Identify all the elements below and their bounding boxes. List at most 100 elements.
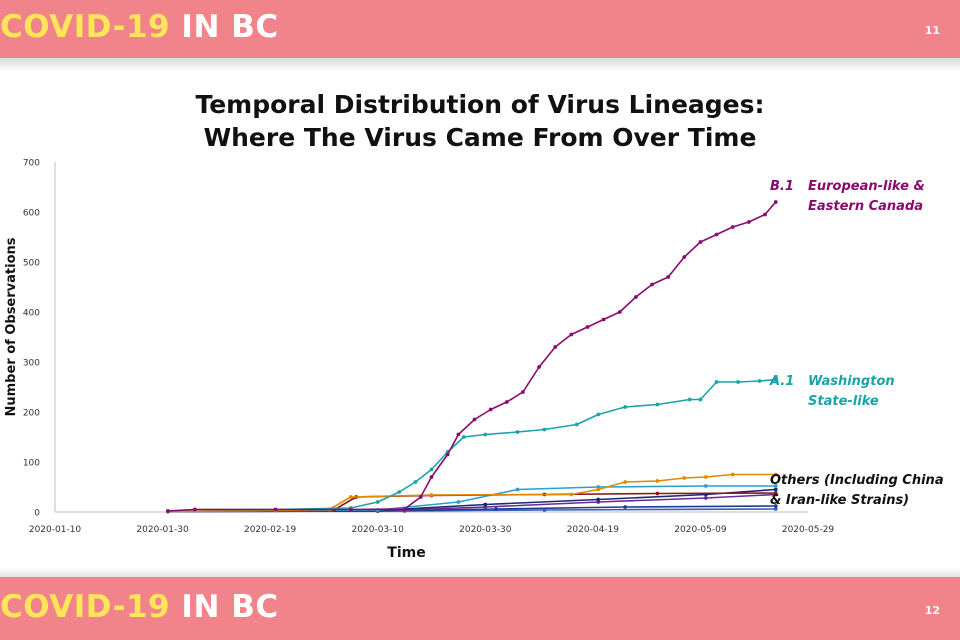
page-number: 11	[924, 24, 940, 37]
data-point-a1	[736, 380, 740, 384]
footer-band: COVID-19 IN BC 12	[0, 577, 960, 640]
data-point-b1	[166, 509, 170, 513]
data-point-others_lightblue	[703, 484, 708, 488]
data-point-a1	[655, 402, 660, 407]
data-point-b1	[585, 325, 590, 329]
chart-axes: 0 100 200 300 400 500 600 700 2020-01-10 2020-01-…	[4, 159, 834, 562]
data-point-b1	[569, 332, 574, 337]
data-point-others_navy	[596, 497, 601, 502]
data-point-b1	[429, 475, 434, 479]
x-tick-label: 2020-05-29	[782, 525, 835, 535]
data-point-others_orange	[682, 476, 687, 480]
data-point-others_orange	[623, 480, 628, 484]
annotation-tag: B.1	[770, 179, 794, 194]
data-point-b1	[348, 507, 353, 512]
annotation-line1: Others (Including China	[770, 473, 944, 488]
data-point-b1	[521, 390, 525, 394]
data-point-a1	[574, 422, 579, 427]
data-point-b1	[418, 495, 423, 499]
annotation-others: Others (Including China & Iran-like Strai…	[770, 473, 944, 508]
data-point-others_lightblue	[773, 484, 778, 488]
chart-annotations: B.1 European-like & Eastern Canada A.1 Washi…	[769, 179, 944, 508]
data-point-b1	[472, 417, 477, 422]
x-tick-label: 2020-03-10	[352, 525, 405, 535]
data-point-others_orange	[596, 487, 601, 492]
data-point-others_orange	[429, 493, 434, 497]
data-point-others_orange	[773, 472, 778, 477]
x-tick-label: 2020-01-30	[136, 525, 189, 535]
data-point-b1	[553, 345, 558, 349]
data-point-b1	[682, 255, 687, 259]
annotation-line2: State-like	[808, 394, 879, 409]
x-tick-label: 2020-03-30	[459, 525, 512, 535]
chart-title: Temporal Distribution of Virus Lineages:…	[120, 88, 840, 154]
data-point-others_orange	[655, 479, 660, 483]
data-point-b1	[698, 240, 703, 244]
data-point-others_orange	[703, 475, 708, 479]
annotation-line2: Eastern Canada	[808, 199, 923, 214]
series-line-a1	[167, 378, 776, 512]
data-point-b1	[773, 200, 778, 204]
y-tick-label: 300	[23, 359, 40, 369]
data-point-a1	[375, 500, 380, 504]
footer-page-number: 12	[924, 604, 940, 617]
data-point-b1	[456, 432, 461, 437]
data-point-b1	[746, 220, 751, 224]
data-point-others_blue2	[773, 507, 778, 511]
data-point-a1	[596, 412, 601, 417]
data-point-b1	[714, 232, 719, 237]
data-point-others_orange	[569, 492, 574, 497]
data-point-a1	[397, 490, 402, 494]
x-tick-label: 2020-01-10	[29, 525, 82, 535]
data-point-b1	[633, 295, 638, 299]
data-point-others_navy	[483, 502, 488, 507]
series-a1	[166, 377, 778, 513]
data-point-a1	[773, 377, 778, 382]
y-tick-label: 0	[34, 509, 40, 519]
x-axis-label: Time	[387, 545, 425, 561]
data-point-others_navy	[773, 487, 778, 492]
footer-brand-logo: COVID-19 IN BC	[0, 589, 279, 625]
y-tick-label: 400	[23, 309, 40, 319]
data-point-others_lightblue	[515, 487, 520, 492]
x-tick-label: 2020-05-09	[674, 525, 727, 535]
data-point-b1	[666, 275, 671, 279]
data-point-others_orange	[348, 495, 353, 499]
data-point-others_purple	[703, 496, 708, 500]
y-tick-label: 200	[23, 409, 40, 419]
header-band: COVID-19 IN BC 11	[0, 0, 960, 58]
data-point-others_orange	[730, 472, 735, 477]
data-point-a1	[714, 380, 719, 384]
lineage-chart: 0 100 200 300 400 500 600 700 2020-01-10 2020-01-…	[4, 159, 944, 562]
chart-lines	[166, 200, 778, 514]
data-point-a1	[515, 430, 520, 434]
data-point-b1	[402, 507, 407, 511]
brand-logo: COVID-19 IN BC	[0, 9, 279, 45]
data-point-others_darkblue	[623, 505, 628, 509]
data-point-b1	[273, 507, 278, 512]
data-point-b1	[192, 507, 197, 512]
data-point-others_darkred	[773, 491, 778, 495]
y-tick-label: 500	[23, 259, 40, 269]
y-tick-label: 600	[23, 209, 40, 219]
data-point-b1	[537, 365, 541, 369]
data-point-a1	[687, 397, 692, 402]
data-point-a1	[698, 397, 703, 402]
data-point-a1	[757, 379, 762, 383]
x-tick-label: 2020-02-19	[244, 525, 297, 535]
data-point-a1	[413, 480, 418, 484]
data-point-b1	[617, 310, 622, 314]
annotation-a1: A.1 Washington State-like	[769, 374, 895, 409]
data-point-a1	[623, 405, 628, 409]
chart-title-line1: Temporal Distribution of Virus Lineages:	[195, 90, 765, 119]
data-point-others_darkblue	[773, 504, 778, 508]
data-point-b1	[601, 317, 606, 322]
data-point-a1	[461, 435, 466, 439]
y-tick-label: 700	[23, 159, 40, 169]
data-point-others_lightblue	[456, 500, 461, 504]
annotation-line1: European-like &	[808, 179, 925, 194]
data-point-others_darkblue	[494, 507, 498, 511]
x-tick-label: 2020-04-19	[567, 525, 620, 535]
header-shadow	[0, 58, 960, 72]
data-point-b1	[504, 400, 509, 404]
